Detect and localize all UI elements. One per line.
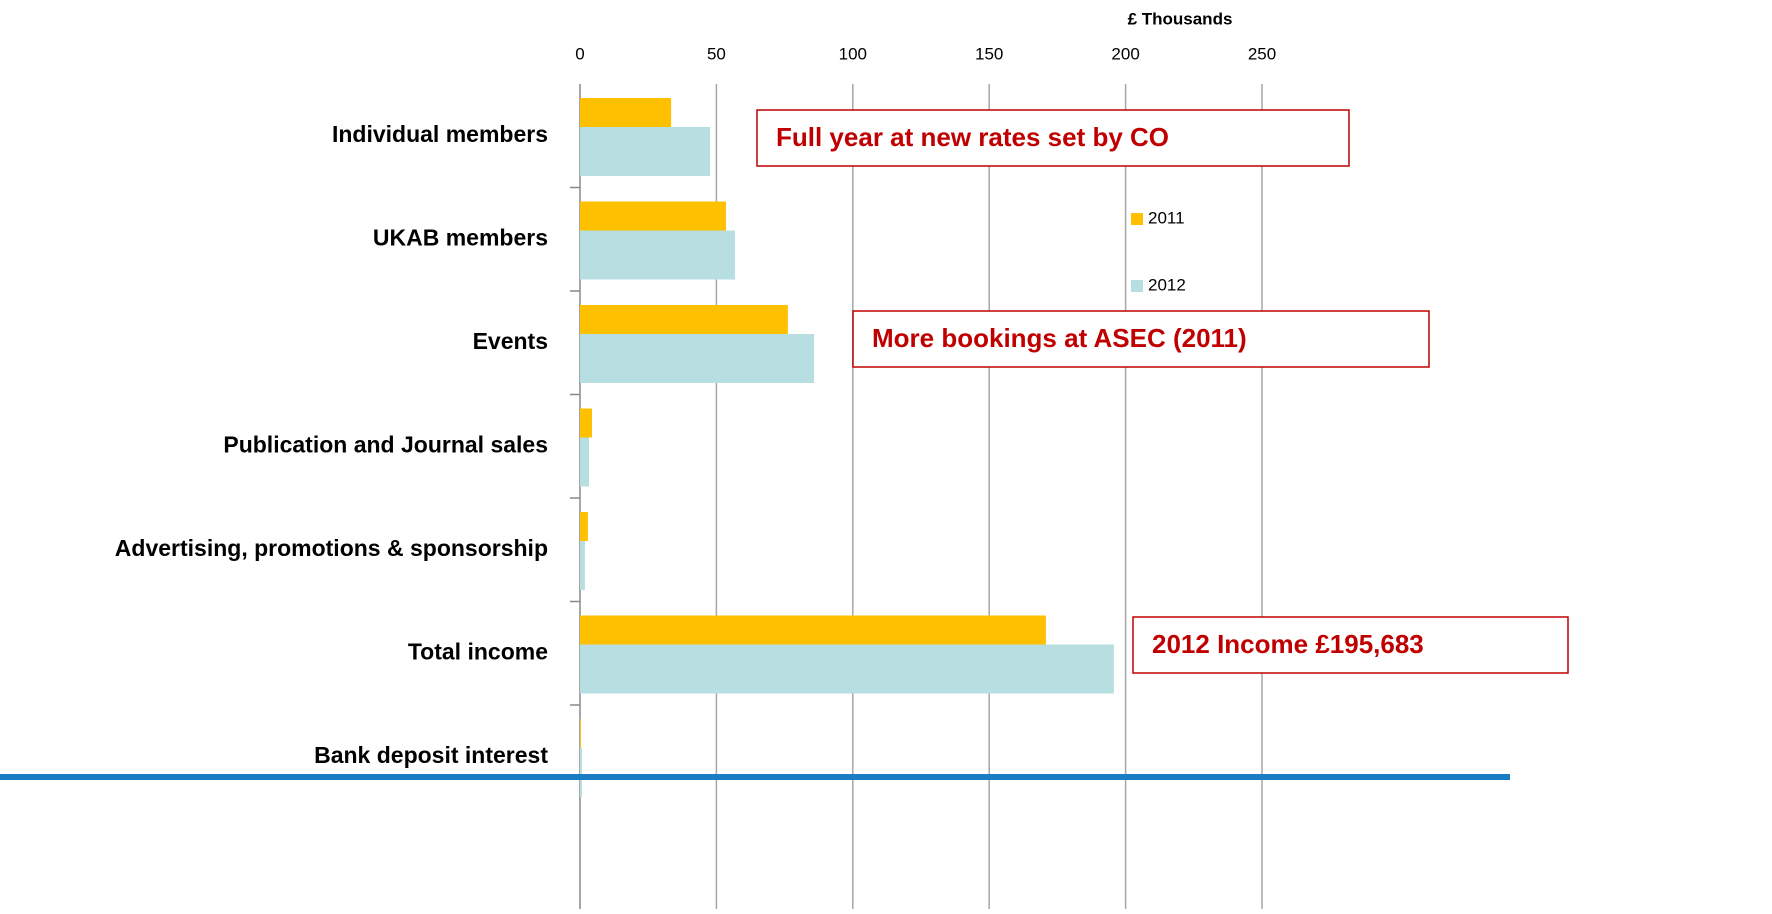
annotation-box	[1132, 616, 1569, 674]
x-tick-label: 150	[975, 44, 1003, 63]
bar	[580, 512, 588, 541]
bar	[580, 644, 1114, 694]
y-tick-label: Events	[473, 328, 548, 354]
axis-label: £ Thousands	[1128, 9, 1233, 28]
x-tick-label: 50	[707, 44, 726, 63]
annotation-box	[756, 109, 1350, 167]
annotation: 2012 Income £195,683	[1152, 629, 1424, 659]
legend-label: 2012	[1148, 275, 1186, 294]
legend-label: 2011	[1148, 208, 1185, 227]
bar	[580, 719, 581, 748]
y-tick-label: Bank deposit interest	[314, 742, 548, 768]
bar	[580, 615, 1046, 645]
x-tick-label: 250	[1248, 44, 1276, 63]
y-tick-label: UKAB members	[373, 224, 548, 250]
x-tick-label: 0	[575, 44, 584, 63]
legend-swatch	[1131, 213, 1143, 225]
bar	[580, 201, 726, 231]
bar	[580, 541, 585, 590]
bar	[580, 230, 735, 280]
y-tick-label: Publication and Journal sales	[223, 431, 548, 457]
bar	[580, 127, 711, 176]
legend-swatch	[1131, 280, 1143, 292]
y-tick-label: Individual members	[332, 121, 548, 147]
bar	[580, 98, 672, 127]
y-tick-label: Total income	[408, 638, 548, 664]
bar	[580, 748, 582, 797]
x-tick-label: 100	[839, 44, 867, 63]
bar	[580, 408, 593, 438]
annotation: Full year at new rates set by CO	[776, 122, 1169, 152]
bar	[580, 305, 788, 334]
bar	[580, 334, 815, 383]
bar	[580, 437, 590, 487]
annotation: More bookings at ASEC (2011)	[872, 323, 1247, 353]
y-tick-label: Advertising, promotions & sponsorship	[115, 535, 548, 561]
x-tick-label: 200	[1111, 44, 1139, 63]
annotation-box	[852, 310, 1430, 368]
